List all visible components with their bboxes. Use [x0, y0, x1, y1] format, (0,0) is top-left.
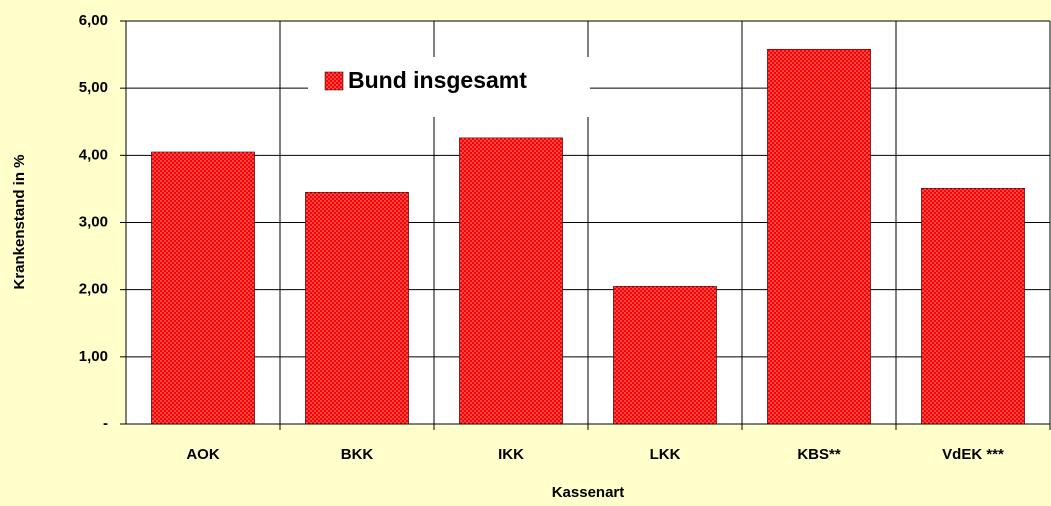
y-axis-title: Krankenstand in %: [11, 154, 28, 289]
bar: [151, 151, 255, 425]
bar: [613, 286, 717, 425]
x-tick-label: AOK: [186, 446, 220, 463]
y-tick-label: 5,00: [79, 79, 108, 96]
x-tick-label: VdEK ***: [942, 446, 1004, 463]
y-tick-label: 2,00: [79, 281, 108, 298]
x-tick-label: IKK: [498, 446, 524, 463]
y-tick-label: 3,00: [79, 213, 108, 230]
bar: [921, 187, 1025, 425]
bar: [305, 192, 409, 425]
legend-swatch: [324, 71, 344, 91]
y-tick-label: 1,00: [79, 348, 108, 365]
x-tick-label: KBS**: [797, 446, 841, 463]
x-axis-title: Kassenart: [552, 484, 625, 501]
y-tick-label: 4,00: [79, 146, 108, 163]
bar: [767, 48, 871, 425]
legend-box: [308, 57, 590, 117]
y-tick-label: 6,00: [79, 12, 108, 29]
x-tick-label: LKK: [650, 446, 681, 463]
bar: [459, 137, 563, 425]
legend: Bund insgesamt: [308, 57, 590, 117]
y-tick-label: -: [103, 415, 108, 432]
x-tick-label: BKK: [341, 446, 374, 463]
legend-label: Bund insgesamt: [348, 67, 527, 93]
